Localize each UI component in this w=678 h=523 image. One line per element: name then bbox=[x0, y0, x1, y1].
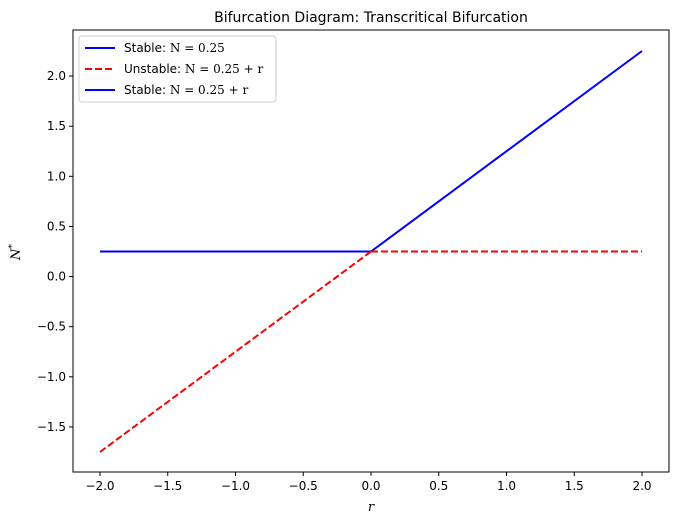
y-tick-label: 1.0 bbox=[47, 169, 66, 183]
legend-box bbox=[78, 35, 277, 103]
x-tick-label: 0.0 bbox=[361, 479, 380, 493]
y-tick-label: −1.0 bbox=[37, 370, 66, 384]
x-axis-label: r bbox=[368, 500, 375, 515]
y-tick-label: 0.5 bbox=[47, 219, 66, 233]
x-tick-label: −1.5 bbox=[153, 479, 182, 493]
y-axis-label: N* bbox=[8, 244, 24, 261]
x-axis-ticks: −2.0 −1.5 −1.0 −0.5 0.0 0.5 1.0 1.5 2.0 bbox=[85, 472, 652, 493]
y-tick-label: −0.5 bbox=[37, 320, 66, 334]
x-tick-label: 1.0 bbox=[497, 479, 516, 493]
legend: Stable: N = 0.25 Unstable: N = 0.25 + r St… bbox=[78, 35, 277, 103]
y-tick-label: 1.5 bbox=[47, 119, 66, 133]
legend-label: Unstable: N = 0.25 + r bbox=[124, 62, 263, 76]
legend-label: Stable: N = 0.25 + r bbox=[124, 83, 248, 97]
series-line-2 bbox=[370, 50, 643, 253]
y-tick-label: 2.0 bbox=[47, 69, 66, 83]
x-tick-label: −0.5 bbox=[289, 479, 318, 493]
chart-title: Bifurcation Diagram: Transcritical Bifur… bbox=[214, 10, 528, 26]
legend-label: Stable: N = 0.25 bbox=[124, 41, 225, 55]
plot-lines bbox=[99, 50, 643, 453]
x-tick-label: 0.5 bbox=[429, 479, 448, 493]
y-axis-ticks: −1.5 −1.0 −0.5 0.0 0.5 1.0 1.5 2.0 bbox=[37, 69, 73, 434]
x-tick-label: −1.0 bbox=[221, 479, 250, 493]
series-line-1 bbox=[99, 250, 372, 453]
x-tick-label: 1.5 bbox=[565, 479, 584, 493]
y-tick-label: −1.5 bbox=[37, 420, 66, 434]
x-tick-label: 2.0 bbox=[632, 479, 651, 493]
x-tick-label: −2.0 bbox=[85, 479, 114, 493]
y-tick-label: 0.0 bbox=[47, 270, 66, 284]
